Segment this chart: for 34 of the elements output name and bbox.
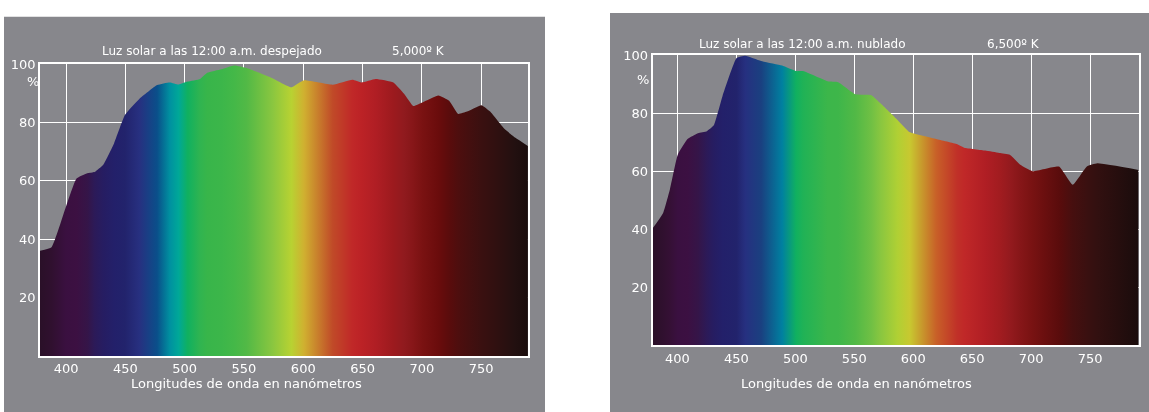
x-tick-label: 450	[112, 361, 138, 377]
y-tick-label: 60	[631, 163, 649, 179]
x-tick-label: 400	[53, 361, 79, 377]
y-tick-label: 40	[631, 221, 649, 237]
chart-subtitle: 6,500º K	[987, 37, 1040, 51]
x-tick-label: 450	[723, 350, 749, 366]
y-tick-label: 20	[19, 290, 36, 306]
x-tick-label: 650	[350, 361, 375, 377]
y-tick-label: 80	[19, 114, 36, 130]
x-tick-label: 400	[664, 350, 690, 366]
x-tick-label: 600	[290, 361, 316, 377]
x-tick-label: 700	[1018, 350, 1044, 366]
y-tick-label: 80	[631, 105, 649, 121]
y-tick-label: 100	[10, 56, 36, 72]
chart-subtitle: 5,000º K	[392, 44, 445, 58]
x-tick-label: 550	[841, 350, 867, 366]
x-axis-title: Longitudes de onda en nanómetros	[131, 376, 363, 391]
y-tick-label: 60	[19, 173, 36, 189]
chart-title: Luz solar a las 12:00 a.m. nublado	[699, 37, 906, 51]
x-tick-label: 600	[900, 350, 926, 366]
x-tick-label: 750	[468, 361, 494, 377]
y-tick-label: 40	[19, 231, 36, 247]
x-tick-label: 500	[172, 361, 198, 377]
y-tick-label: 20	[631, 279, 649, 295]
x-tick-label: 650	[959, 350, 985, 366]
x-tick-label: 500	[782, 350, 808, 366]
y-axis-title: %	[637, 72, 650, 87]
x-tick-label: 550	[231, 361, 257, 377]
x-tick-label: 700	[409, 361, 435, 377]
x-tick-label: 750	[1077, 350, 1103, 366]
y-axis-title: %	[27, 74, 40, 89]
x-axis-title: Longitudes de onda en nanómetros	[741, 376, 973, 391]
chart-title: Luz solar a las 12:00 a.m. despejado	[102, 44, 322, 58]
y-tick-label: 100	[623, 47, 649, 63]
